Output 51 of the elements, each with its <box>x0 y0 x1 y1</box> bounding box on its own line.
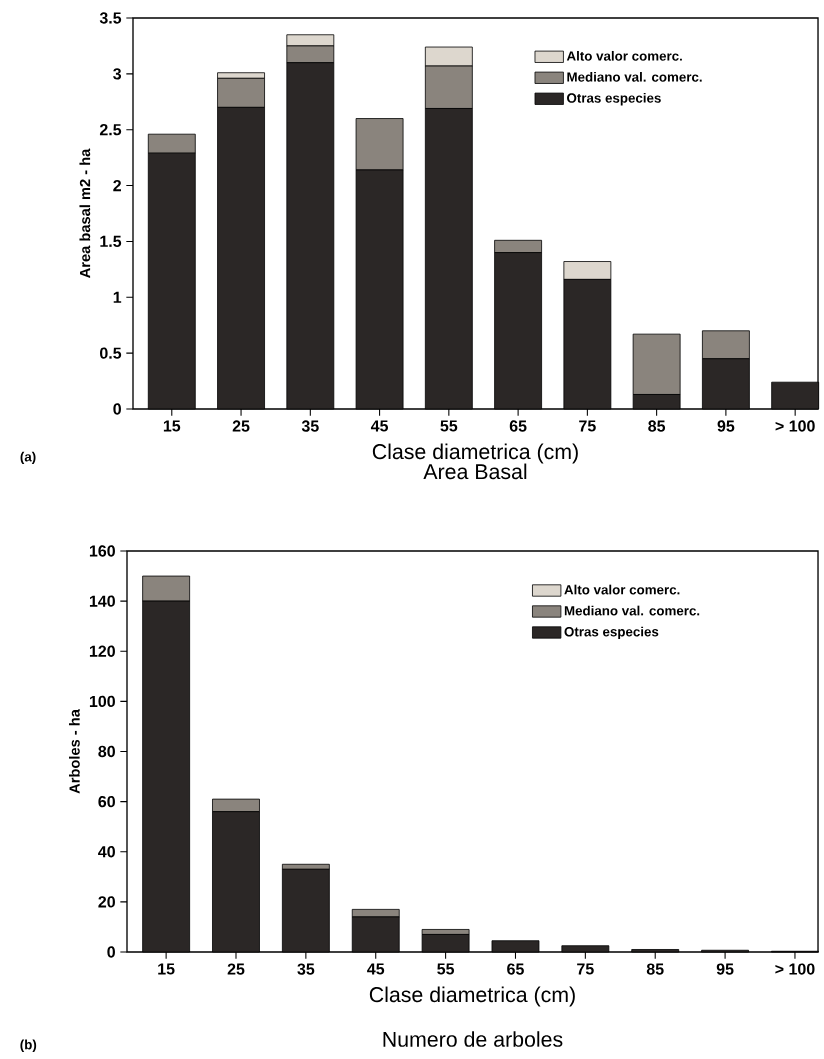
x-tick-label: 55 <box>440 420 458 432</box>
x-axis-title: Clase diametrica (cm) <box>369 986 575 1007</box>
x-tick-label: 15 <box>158 963 175 975</box>
x-tick-label: 85 <box>648 420 666 432</box>
x-tick-label: 25 <box>227 963 245 975</box>
x-tick-label: 95 <box>716 963 734 975</box>
x-tick-label: 55 <box>437 963 455 975</box>
y-tick-label: 1.5 <box>100 235 122 247</box>
text: Numero de arboles <box>383 1031 563 1047</box>
x-tick-label: 75 <box>579 420 596 432</box>
y-tick-label: 0 <box>113 403 121 415</box>
x-tick-label: 65 <box>507 963 524 975</box>
x-tick-label: 85 <box>646 963 664 975</box>
y-tick-label: 20 <box>98 896 115 908</box>
y-tick-label: 0.5 <box>100 347 122 359</box>
x-tick-label: 65 <box>509 420 527 432</box>
y-tick-label: 100 <box>89 695 115 708</box>
legend-label: Alto valor comerc. <box>566 50 682 61</box>
text: Area Basal <box>423 463 527 480</box>
y-tick-label: 0 <box>107 946 115 958</box>
y-tick-label: 1 <box>113 291 122 303</box>
x-tick-label: > 100 <box>775 963 815 975</box>
text: (a) <box>20 451 36 465</box>
x-tick-label: 45 <box>367 963 385 975</box>
x-axis-title: Clase diametrica (cm) <box>372 443 578 464</box>
y-tick-label: 3 <box>113 68 122 80</box>
legend-label: Otras especies <box>567 92 661 106</box>
y-tick-label: 80 <box>98 745 115 758</box>
x-tick-label: 95 <box>717 420 735 432</box>
y-tick-label: 60 <box>98 795 115 808</box>
y-axis-title: Area basal m2 - ha <box>79 148 91 278</box>
x-tick-label: 15 <box>163 420 181 432</box>
x-tick-label: 25 <box>232 420 250 432</box>
y-tick-label: 160 <box>89 545 115 557</box>
y-tick-label: 140 <box>89 595 115 607</box>
y-tick-label: 40 <box>98 846 115 858</box>
x-tick-label: 45 <box>370 420 389 432</box>
x-tick-label: 75 <box>577 963 594 975</box>
y-tick-label: 120 <box>89 645 115 657</box>
y-tick-label: 3.5 <box>99 12 122 24</box>
text: (b) <box>20 1039 37 1053</box>
x-tick-label: 35 <box>297 963 315 975</box>
legend-label: Mediano val. comerc. <box>567 71 702 82</box>
legend-label: Otras especies <box>564 626 659 640</box>
legend-label: Alto valor comerc. <box>564 584 680 595</box>
x-tick-label: 35 <box>301 420 319 432</box>
legend-label: Mediano val. comerc. <box>564 605 700 616</box>
y-tick-label: 2 <box>113 179 121 192</box>
y-axis-title: Arboles - ha <box>69 709 80 794</box>
x-tick-label: > 100 <box>775 420 815 432</box>
y-tick-label: 2.5 <box>99 124 122 136</box>
